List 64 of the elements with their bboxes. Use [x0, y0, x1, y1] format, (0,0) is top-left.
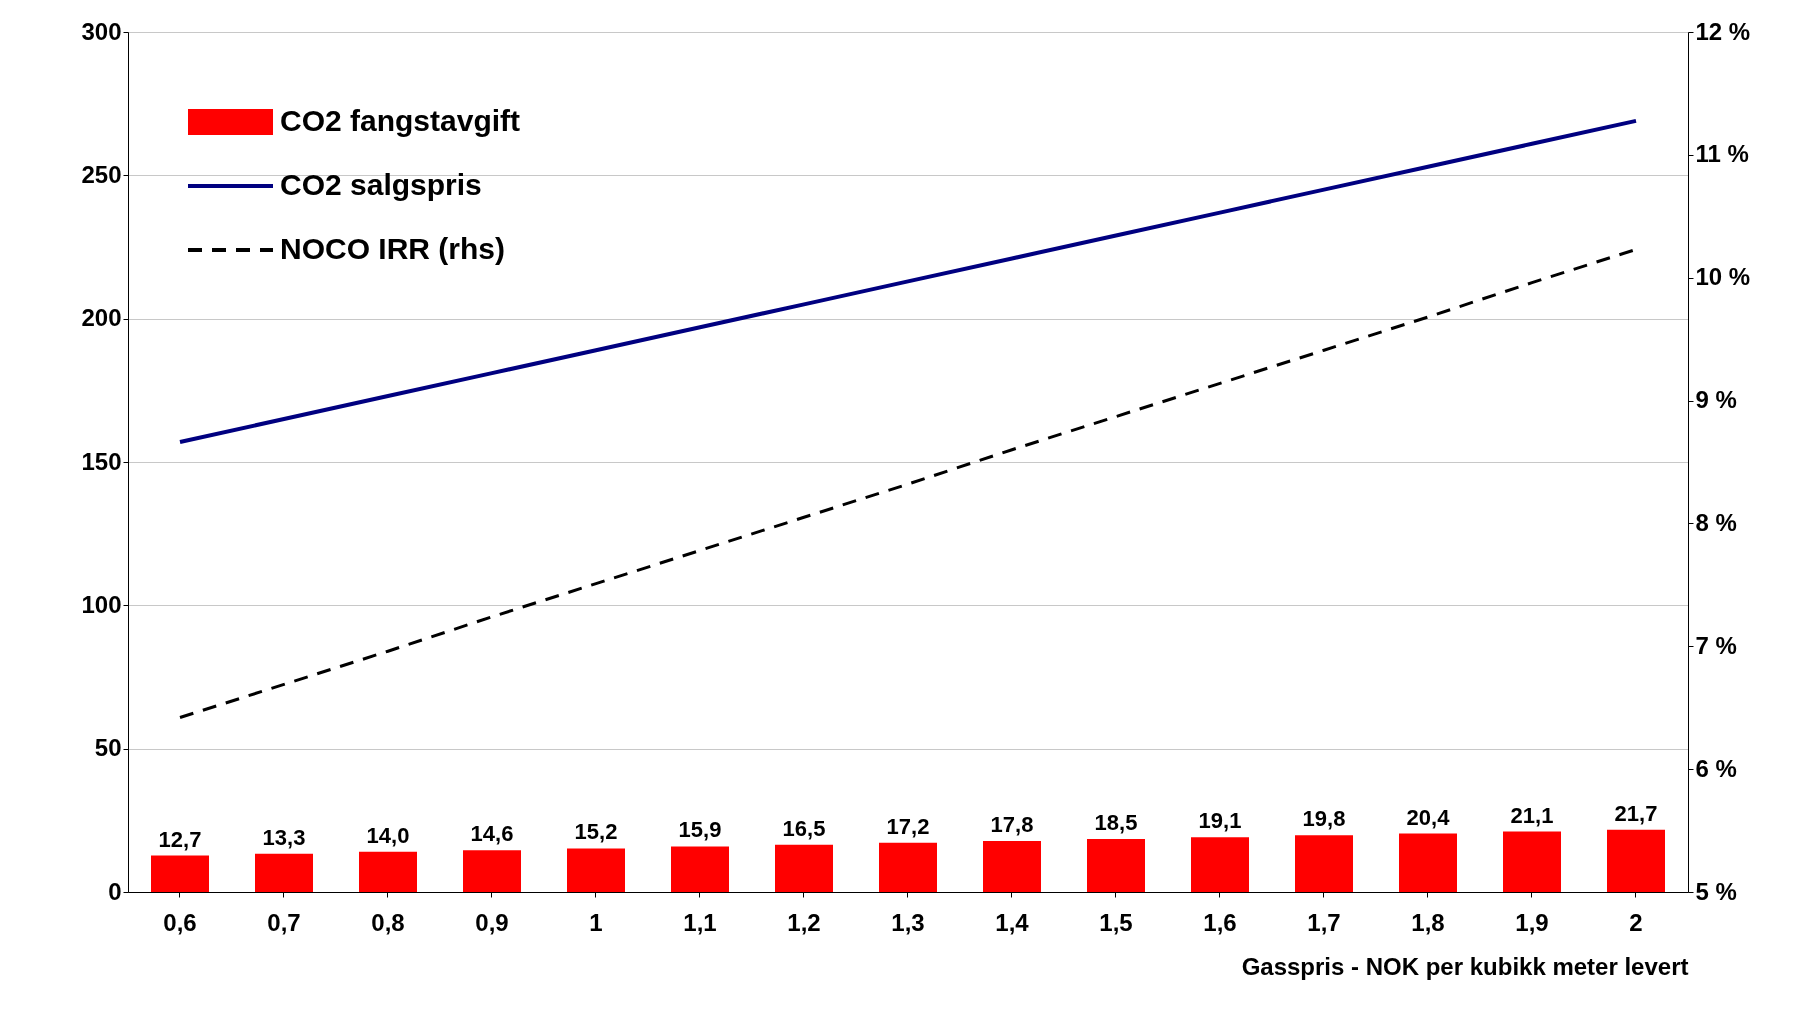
- data-label: 14,6: [470, 821, 514, 847]
- x-tick-label: 1,5: [1099, 908, 1133, 936]
- x-tick-label: 1,9: [1515, 908, 1549, 936]
- bar: [671, 846, 729, 892]
- y2-tick-label: 8 %: [1695, 508, 1737, 536]
- y2-tick-label: 6 %: [1695, 754, 1737, 782]
- x-tick-label: 1,8: [1411, 908, 1445, 936]
- y2-tick-label: 12 %: [1695, 17, 1751, 45]
- data-label: 12,7: [158, 826, 202, 852]
- data-label: 18,5: [1094, 809, 1138, 835]
- x-tick-label: 1: [589, 908, 603, 936]
- data-label: 20,4: [1406, 804, 1451, 830]
- y-tick-label: 250: [81, 160, 122, 188]
- bar: [1295, 835, 1353, 892]
- bar: [1503, 831, 1561, 892]
- legend-label: NOCO IRR (rhs): [280, 232, 505, 265]
- y-tick-label: 300: [81, 17, 122, 45]
- bar: [1607, 829, 1665, 892]
- data-label: 21,7: [1614, 800, 1658, 826]
- x-tick-label: 0,9: [475, 908, 509, 936]
- x-tick-label: 0,7: [267, 908, 301, 936]
- bar: [983, 840, 1041, 892]
- data-label: 21,1: [1510, 802, 1554, 828]
- x-tick-label: 0,8: [371, 908, 405, 936]
- y-tick-label: 200: [81, 304, 122, 332]
- y-tick-label: 50: [94, 734, 122, 762]
- y-tick-label: 100: [81, 590, 122, 618]
- x-tick-label: 1,3: [891, 908, 925, 936]
- data-label: 15,9: [678, 817, 722, 843]
- x-tick-label: 1,7: [1307, 908, 1341, 936]
- bar: [1087, 838, 1145, 892]
- y2-tick-label: 5 %: [1695, 877, 1737, 905]
- data-label: 19,1: [1198, 808, 1242, 834]
- data-label: 17,2: [886, 813, 930, 839]
- y2-tick-label: 9 %: [1695, 386, 1737, 414]
- y2-tick-label: 7 %: [1695, 631, 1737, 659]
- legend-label: CO2 fangstavgift: [280, 104, 521, 137]
- x-tick-label: 1,2: [787, 908, 821, 936]
- bar: [567, 848, 625, 892]
- y-tick-label: 0: [108, 877, 122, 905]
- data-label: 15,2: [574, 819, 618, 845]
- x-axis-title: Gasspris - NOK per kubikk meter levert: [1241, 952, 1689, 980]
- data-label: 13,3: [262, 824, 306, 850]
- x-tick-label: 1,6: [1203, 908, 1237, 936]
- bar: [1399, 833, 1457, 892]
- bar: [1191, 837, 1249, 892]
- bar: [879, 842, 937, 892]
- data-label: 14,0: [366, 822, 410, 848]
- x-tick-label: 0,6: [163, 908, 197, 936]
- x-tick-label: 1,4: [995, 908, 1030, 936]
- bar: [359, 851, 417, 892]
- data-label: 16,5: [782, 815, 826, 841]
- bar: [151, 855, 209, 892]
- x-tick-label: 2: [1629, 908, 1643, 936]
- bar: [775, 844, 833, 892]
- bar: [463, 850, 521, 892]
- data-label: 17,8: [990, 811, 1034, 837]
- x-tick-label: 1,1: [683, 908, 717, 936]
- legend-label: CO2 salgspris: [280, 168, 482, 201]
- y2-tick-label: 10 %: [1695, 263, 1751, 291]
- bar: [255, 853, 313, 892]
- y-tick-label: 150: [81, 447, 122, 475]
- data-label: 19,8: [1302, 806, 1346, 832]
- y2-tick-label: 11 %: [1695, 140, 1749, 168]
